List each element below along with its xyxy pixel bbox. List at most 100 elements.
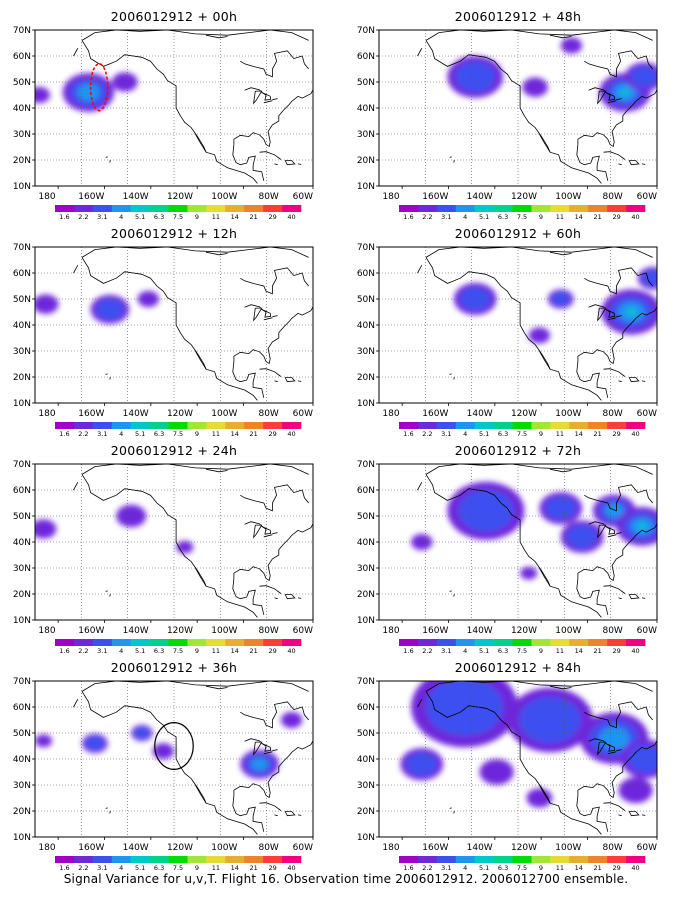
coastline [597,307,607,322]
variance-blob [455,61,496,92]
y-tick-label: 50N [13,512,31,522]
colorbar-label: 29 [268,864,276,872]
coastline [588,87,605,92]
colorbar-label: 29 [612,430,620,438]
coastline [284,594,296,600]
coastline [550,685,572,690]
x-tick-label: 60W [293,409,313,419]
coastline [628,377,640,383]
y-tick-label: 30N [13,564,31,574]
coastline [588,304,605,309]
coastline [274,163,278,166]
colorbar-swatch [626,205,646,212]
coastline [105,807,108,809]
variance-blob [458,489,514,532]
colorbar-label: 3.1 [441,647,451,655]
coastline [274,814,278,817]
colorbar-swatch [550,856,570,863]
coastline [261,92,272,101]
colorbar-swatch [263,205,283,212]
colorbar-swatch [436,422,457,429]
colorbar-label: 11 [556,864,564,872]
coastline [244,738,261,743]
y-tick-label: 40N [357,538,375,548]
colorbar-label: 9 [539,864,543,872]
colorbar-label: 29 [268,430,276,438]
colorbar-swatch [607,205,627,212]
coastline [577,306,657,365]
colorbar-swatch [282,639,302,646]
y-tick-label: 20N [13,590,31,600]
y-tick-label: 10N [357,182,375,192]
variance-blob [551,292,571,306]
y-tick-label: 40N [13,755,31,765]
y-tick-label: 60N [13,486,31,496]
y-tick-label: 50N [357,512,375,522]
y-tick-label: 20N [357,156,375,166]
colorbar-label: 29 [612,864,620,872]
coastline [607,100,617,104]
coastline [618,380,622,383]
map-panel: 2006012912 + 84h 180 160W 140W 120W 100W 80W 60… [357,660,658,872]
colorbar-swatch [111,856,131,863]
coastline [603,802,626,811]
x-tick-label: 140W [123,409,149,419]
variance-blob [35,86,50,104]
coastline [550,251,572,256]
colorbar-swatch [130,639,150,646]
coastline [628,160,640,166]
colorbar-label: 7.5 [517,213,527,221]
coastline [81,474,258,618]
highlight-circle [154,721,194,770]
x-tick-label: 100W [211,409,237,419]
x-tick-label: 160W [422,192,448,202]
colorbar-label: 3.1 [441,213,451,221]
colorbar-label: 7.5 [173,864,183,872]
map-area [379,681,657,837]
colorbar-label: 14 [575,213,583,221]
coastline [425,40,602,184]
colorbar-swatch [225,639,245,646]
colorbar-label: 40 [287,864,295,872]
colorbar-label: 7.5 [173,430,183,438]
coastline [272,315,278,318]
x-tick-label: 100W [555,843,581,853]
colorbar-swatch [206,205,226,212]
coastline [272,532,278,535]
y-tick-label: 70N [13,460,31,470]
colorbar-swatch [55,639,75,646]
coastline [206,251,228,256]
colorbar-label: 2.2 [78,647,88,655]
panel-title: 2006012912 + 72h [455,443,582,458]
y-tick-label: 40N [357,755,375,765]
panel-title: 2006012912 + 36h [111,660,238,675]
coastline [232,144,265,181]
colorbar-label: 5.1 [479,430,489,438]
map-area [35,681,313,837]
coastline [577,523,657,582]
colorbar-label: 3.1 [97,213,107,221]
colorbar-swatch [417,205,438,212]
coastline [259,802,282,811]
colorbar-label: 14 [231,864,239,872]
colorbar-swatch [187,422,207,429]
colorbar-label: 7.5 [517,864,527,872]
y-tick-label: 70N [13,677,31,687]
colorbar-label: 14 [231,430,239,438]
colorbar-label: 6.3 [498,647,508,655]
colorbar-label: 21 [250,213,258,221]
colorbar-label: 3.1 [441,864,451,872]
y-tick-label: 50N [13,295,31,305]
colorbar-swatch [626,856,646,863]
coastline [550,468,572,473]
x-tick-label: 80W [258,409,278,419]
coastline [618,163,622,166]
colorbar-swatch [55,856,75,863]
x-tick-label: 140W [123,843,149,853]
colorbar-label: 1.6 [403,430,413,438]
variance-blob [528,327,551,344]
colorbar-swatch [206,422,226,429]
x-tick-label: 140W [467,626,493,636]
colorbar-label: 3.1 [441,430,451,438]
coastline [607,534,617,538]
